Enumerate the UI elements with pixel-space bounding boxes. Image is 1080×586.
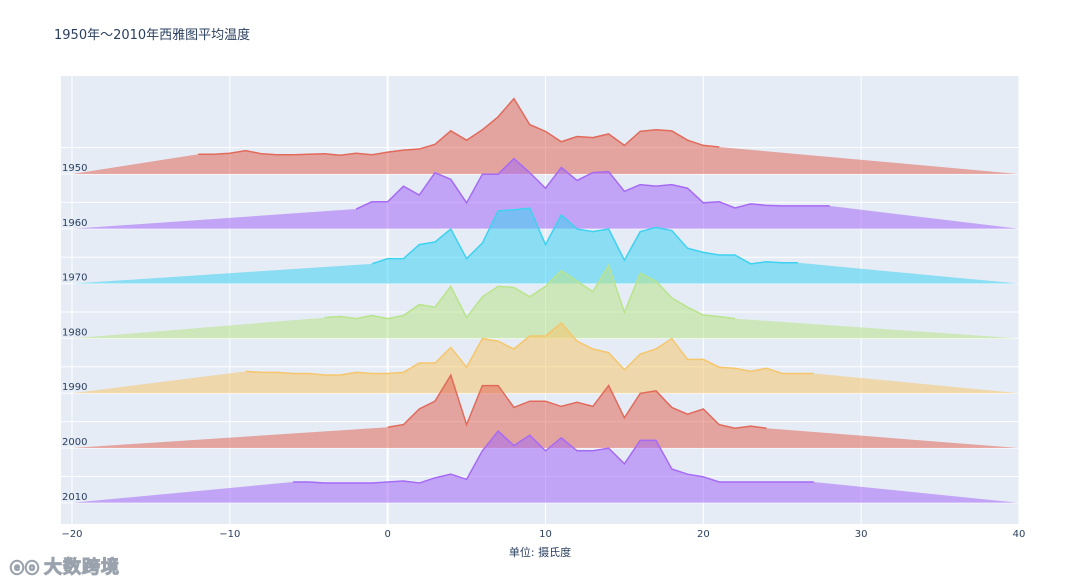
x-tick-label: −10 <box>219 529 240 540</box>
ridge-area <box>72 323 1019 394</box>
ridge-line <box>387 373 767 430</box>
ridge-line <box>355 157 830 210</box>
watermark: ⓔⓞ 大数跨境 <box>10 553 120 579</box>
ridge-area <box>72 265 1019 339</box>
watermark-text: 大数跨境 <box>44 557 120 579</box>
series-label: 1970 <box>62 273 87 284</box>
ridge-area <box>72 375 1019 448</box>
x-tick-label: 30 <box>855 529 868 540</box>
ridge-line <box>292 429 814 484</box>
x-axis-label: 单位: 摄氏度 <box>509 545 571 559</box>
ridge-area <box>72 98 1019 174</box>
ridge-line <box>371 207 799 265</box>
watermark-logo: ⓔⓞ <box>10 561 40 578</box>
ridge-line <box>324 263 735 320</box>
x-tick-label: 40 <box>1013 529 1026 540</box>
series-label: 1950 <box>62 163 87 174</box>
series-label: 1960 <box>62 218 87 229</box>
x-tick-label: 10 <box>539 529 552 540</box>
series-label: 2000 <box>62 437 87 448</box>
ridge-line <box>245 321 814 376</box>
x-tick-label: 20 <box>697 529 710 540</box>
series-label: 1980 <box>62 327 87 338</box>
ridge-line <box>198 97 720 157</box>
ridge-area <box>72 158 1019 229</box>
x-tick-label: −20 <box>61 529 82 540</box>
series-label: 2010 <box>62 492 87 503</box>
x-tick-label: 0 <box>384 529 390 540</box>
ridge-area <box>72 431 1019 503</box>
chart-title: 1950年～2010年西雅图平均温度 <box>54 28 251 43</box>
series-label: 1990 <box>62 382 87 393</box>
